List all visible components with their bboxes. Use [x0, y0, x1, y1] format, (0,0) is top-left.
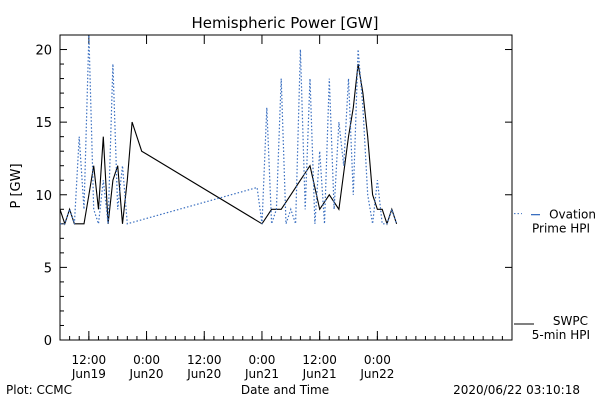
legend-label-ovation-line2: Prime HPI	[532, 222, 590, 236]
x-tick-time-label: 0:00	[248, 353, 275, 367]
x-tick-date-label: Jun21	[244, 367, 279, 381]
x-tick-date-label: Jun22	[359, 367, 394, 381]
y-tick-label: 10	[35, 189, 52, 204]
y-tick-label: 0	[44, 334, 52, 349]
series-line-swpc	[59, 63, 398, 226]
x-tick-date-label: Jun21	[302, 367, 337, 381]
legend-label-swpc-line2: 5-min HPI	[532, 328, 590, 342]
x-tick-time-label: 0:00	[364, 353, 391, 367]
x-tick-time-label: 12:00	[187, 353, 222, 367]
legend-label-swpc-line1: SWPC	[553, 314, 588, 328]
x-tick-time-label: 12:00	[302, 353, 337, 367]
x-tick-date-label: Jun20	[129, 367, 164, 381]
y-tick-label: 5	[44, 261, 52, 276]
chart-title: Hemispheric Power [GW]	[192, 14, 379, 32]
x-tick-date-label: Jun19	[71, 367, 106, 381]
axes: 0510152012:00Jun190:00Jun2012:00Jun200:0…	[35, 34, 513, 381]
y-tick-label: 15	[35, 116, 52, 131]
x-tick-time-label: 12:00	[72, 353, 107, 367]
y-axis-label: P [GW]	[9, 163, 24, 208]
x-axis-label: Date and Time	[241, 383, 329, 397]
x-tick-time-label: 0:00	[133, 353, 160, 367]
legend-label-ovation-line1: Ovation	[549, 208, 596, 222]
series-line-ovation	[60, 34, 398, 225]
footer-timestamp: 2020/06/22 03:10:18	[453, 383, 580, 397]
plot-frame	[59, 34, 513, 341]
series-layer	[59, 34, 398, 226]
x-tick-date-label: Jun20	[186, 367, 221, 381]
footer-credit: Plot: CCMC	[6, 383, 72, 397]
y-tick-label: 20	[35, 44, 52, 59]
